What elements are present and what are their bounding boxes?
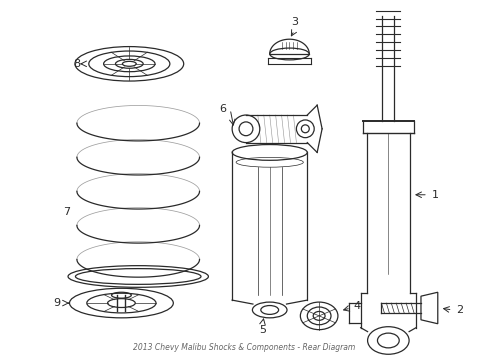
Text: 5: 5 bbox=[259, 325, 266, 335]
Text: 4: 4 bbox=[352, 301, 360, 311]
Text: 8: 8 bbox=[73, 59, 81, 69]
Text: 9: 9 bbox=[54, 298, 61, 308]
Text: 2: 2 bbox=[455, 305, 462, 315]
Text: 6: 6 bbox=[219, 104, 226, 114]
Text: 3: 3 bbox=[290, 18, 297, 27]
Text: 2013 Chevy Malibu Shocks & Components - Rear Diagram: 2013 Chevy Malibu Shocks & Components - … bbox=[133, 343, 354, 352]
Text: 7: 7 bbox=[63, 207, 70, 216]
Text: 1: 1 bbox=[431, 190, 438, 200]
